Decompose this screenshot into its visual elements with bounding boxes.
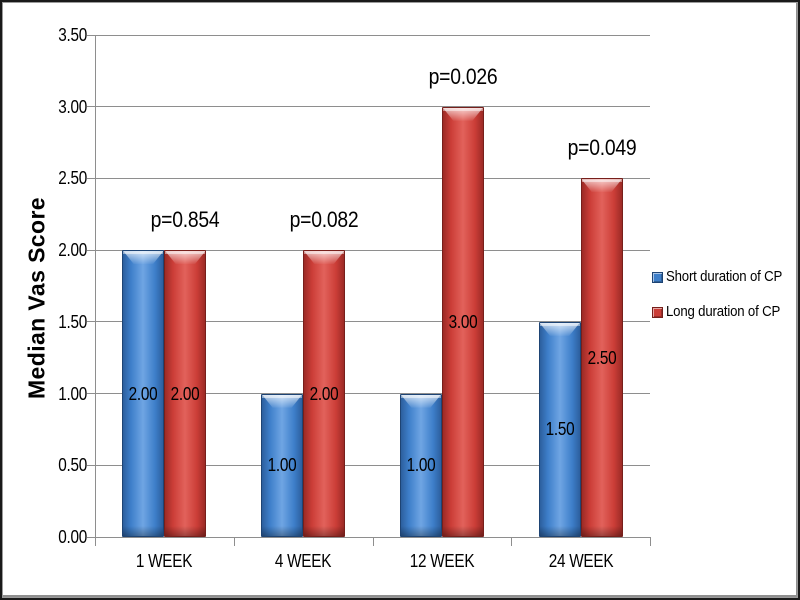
y-tick-label: 2.50 — [58, 168, 87, 189]
bar-cap — [123, 251, 164, 265]
bar-base — [262, 525, 303, 536]
y-tick-label: 1.50 — [58, 311, 87, 332]
bar-cap — [165, 251, 206, 265]
y-tick-mark — [87, 464, 95, 466]
legend-item: Long duration of CP — [652, 300, 798, 324]
bar-value-label: 2.00 — [170, 383, 200, 404]
y-axis-line — [95, 35, 96, 537]
legend-swatch-icon — [652, 306, 663, 318]
legend-swatch-icon — [652, 271, 663, 283]
p-value-label: p=0.082 — [289, 207, 359, 233]
gridline — [95, 249, 650, 251]
bar-base — [539, 525, 580, 536]
bar — [261, 393, 304, 537]
gridline — [95, 393, 650, 395]
x-tick-mark — [372, 537, 374, 546]
y-tick-mark — [87, 177, 95, 179]
p-value-label: p=0.854 — [151, 207, 220, 233]
bar-base — [581, 525, 622, 536]
bar-value-label: 1.00 — [406, 455, 436, 476]
y-tick-mark — [87, 536, 95, 538]
x-tick-mark — [650, 537, 651, 546]
bar-cap — [581, 179, 622, 193]
x-tick-label: 4 WEEK — [274, 551, 332, 571]
bar-value-label: 2.00 — [128, 383, 158, 404]
gridline — [95, 34, 650, 36]
bar — [164, 250, 207, 537]
y-tick-mark — [87, 393, 95, 395]
bar — [580, 178, 623, 537]
bar — [303, 250, 346, 537]
bar-cap — [539, 322, 580, 336]
bar — [122, 250, 165, 537]
legend-item: Short duration of CP — [652, 265, 798, 289]
y-tick-label: 2.00 — [58, 240, 87, 261]
y-tick-label: 3.00 — [58, 96, 87, 117]
legend-label: Short duration of CP — [666, 268, 783, 285]
p-value-label: p=0.026 — [428, 63, 498, 89]
bar-base — [442, 525, 483, 536]
p-value-label: p=0.049 — [567, 135, 636, 161]
y-tick-mark — [87, 106, 95, 108]
y-tick-label: 0.00 — [58, 527, 87, 547]
y-tick-label: 1.00 — [58, 383, 87, 404]
gridline — [95, 464, 650, 466]
legend-label: Long duration of CP — [666, 303, 781, 320]
bar-cap — [400, 394, 441, 408]
y-axis-title: Median Vas Score — [23, 197, 50, 399]
x-tick-label: 12 WEEK — [409, 551, 475, 571]
gridline — [95, 321, 650, 323]
y-tick-label: 0.50 — [58, 455, 87, 476]
gridline — [95, 106, 650, 108]
x-tick-label: 24 WEEK — [548, 551, 613, 571]
bar-base — [165, 525, 206, 536]
x-tick-mark — [95, 537, 96, 546]
gridline — [95, 177, 650, 179]
y-tick-mark — [87, 321, 95, 323]
bar-value-label: 1.50 — [545, 419, 575, 440]
y-tick-mark — [87, 249, 95, 251]
bar — [399, 393, 442, 537]
x-tick-mark — [233, 537, 235, 546]
x-tick-label: 1 WEEK — [136, 551, 193, 571]
bar-base — [123, 525, 164, 536]
bar-value-label: 1.00 — [267, 455, 297, 476]
bar-base — [304, 525, 345, 536]
bar-cap — [442, 107, 483, 121]
x-tick-mark — [511, 537, 513, 546]
bar — [441, 106, 484, 537]
y-tick-mark — [87, 34, 95, 36]
bar-value-label: 2.00 — [309, 383, 339, 404]
bar — [538, 321, 581, 537]
bar-value-label: 3.00 — [448, 311, 478, 332]
y-tick-label: 3.50 — [58, 25, 87, 45]
bar-value-label: 2.50 — [587, 347, 617, 368]
bar-cap — [304, 251, 345, 265]
bar-base — [400, 525, 441, 536]
bar-cap — [262, 394, 303, 408]
legend: Short duration of CP Long duration of CP — [652, 265, 798, 335]
